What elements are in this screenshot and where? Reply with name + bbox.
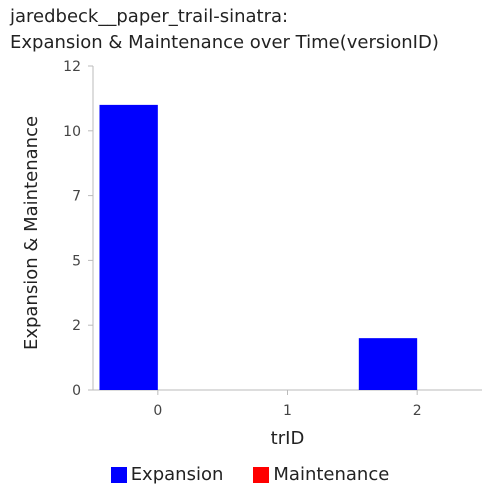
chart-title: jaredbeck__paper_trail-sinatra: Expansio… (10, 4, 439, 56)
legend-swatch-expansion (110, 466, 127, 483)
x-tick-label: 2 (413, 403, 422, 419)
y-tick-label: 0 (72, 383, 81, 399)
legend-item-expansion: Expansion (110, 464, 224, 485)
x-axis: 0 1 2 (93, 389, 482, 419)
x-tick-label: 1 (283, 403, 292, 419)
legend-label-expansion: Expansion (130, 464, 224, 485)
y-axis-label: Expansion & Maintenance (21, 116, 42, 350)
y-axis: 0 2 5 7 10 12 (63, 59, 94, 399)
bar-expansion-0 (99, 104, 158, 390)
bar-expansion-2 (358, 338, 418, 390)
y-tick-label: 7 (72, 189, 81, 205)
legend-swatch-maintenance (253, 466, 270, 483)
legend: Expansion Maintenance (0, 464, 500, 485)
legend-item-maintenance: Maintenance (253, 464, 389, 485)
chart-title-line1: jaredbeck__paper_trail-sinatra: (10, 6, 289, 27)
y-tick-label: 2 (72, 318, 81, 334)
x-axis-label: trID (271, 428, 305, 449)
y-tick-label: 10 (63, 124, 81, 140)
chart-title-line2: Expansion & Maintenance over Time(versio… (10, 32, 439, 53)
y-tick-label: 5 (72, 253, 81, 269)
bars (99, 104, 418, 390)
x-tick-label: 0 (153, 403, 162, 419)
y-tick-label: 12 (63, 59, 81, 75)
legend-label-maintenance: Maintenance (273, 464, 390, 485)
